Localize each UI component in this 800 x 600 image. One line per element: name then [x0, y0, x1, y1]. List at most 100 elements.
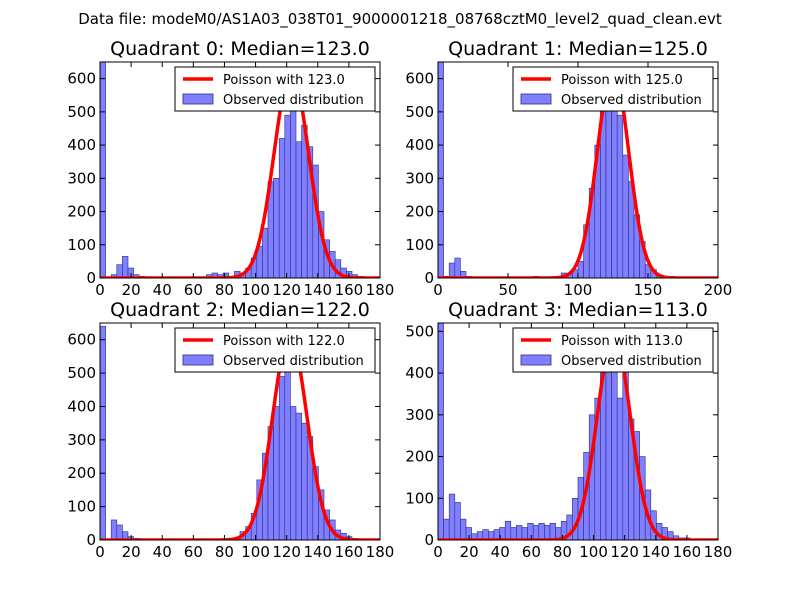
y-tick-label: 400 [67, 136, 96, 154]
legend-label-observed: Observed distribution [223, 93, 364, 108]
axes-frame [437, 322, 719, 541]
histogram-bar [516, 525, 523, 540]
y-tick-label: 0 [424, 531, 434, 549]
x-tick-label: 20 [460, 543, 479, 561]
legend-label-observed: Observed distribution [561, 93, 702, 108]
y-tick-label: 500 [67, 103, 96, 121]
x-tick-label: 120 [610, 543, 639, 561]
x-tick-label: 80 [553, 543, 572, 561]
histogram-bar [110, 519, 118, 540]
histogram-bar [273, 406, 280, 540]
histogram-bar [122, 531, 129, 540]
histogram-bar [577, 261, 584, 278]
legend-label-poisson: Poisson with 125.0 [561, 73, 683, 88]
histogram-bar [448, 493, 456, 540]
histogram-bar [510, 527, 517, 540]
histogram-bar [454, 502, 461, 540]
chart-panel-1: 0 50 100 150 200 0 100 200 300 400 500 600 Quadrant … [405, 38, 732, 299]
x-tick-label: 60 [184, 281, 203, 299]
x-tick-label: 160 [335, 543, 364, 561]
histogram-bar [438, 62, 444, 278]
x-tick-label: 200 [704, 281, 733, 299]
x-tick-label: 0 [433, 543, 443, 561]
legend-label-observed: Observed distribution [561, 354, 702, 369]
x-tick-label: 140 [303, 543, 332, 561]
x-tick-label: 140 [303, 281, 332, 299]
y-tick-label: 200 [67, 464, 96, 482]
legend-label-poisson: Poisson with 122.0 [223, 334, 345, 349]
histogram-bar [301, 422, 308, 540]
histogram-bar [460, 271, 467, 278]
x-tick-label: 180 [366, 281, 395, 299]
histogram-bar [611, 356, 618, 540]
x-tick-label: 0 [95, 281, 105, 299]
y-tick-label: 200 [67, 203, 96, 221]
x-tick-label: 40 [491, 543, 510, 561]
legend-bar-swatch [520, 93, 552, 105]
histogram-bar [544, 525, 551, 540]
plot-area [100, 326, 380, 540]
legend: Poisson with 123.0 Observed distribution [174, 66, 376, 112]
histogram-bar [284, 349, 291, 540]
y-tick-label: 600 [67, 70, 96, 88]
x-tick-label: 40 [153, 281, 172, 299]
y-tick-label: 500 [405, 103, 434, 121]
y-tick-label: 0 [86, 269, 96, 287]
histogram-bar [116, 264, 123, 278]
plot-area [100, 62, 380, 278]
histogram-bar [616, 397, 624, 540]
histogram-bar [116, 524, 123, 540]
y-tick-label: 0 [424, 269, 434, 287]
chart-title: Quadrant 3: Median=113.0 [448, 299, 708, 321]
histogram-bar [454, 257, 461, 278]
poisson-curve [100, 70, 380, 278]
x-tick-label: 60 [184, 543, 203, 561]
histogram-bar [290, 84, 297, 278]
legend-bar-swatch [182, 93, 214, 105]
histogram-bar [460, 518, 467, 540]
histogram-bar [532, 525, 540, 540]
y-tick-label: 400 [67, 397, 96, 415]
x-tick-label: 160 [335, 281, 364, 299]
x-tick-label: 160 [673, 543, 702, 561]
axes-frame [99, 322, 381, 541]
y-tick-label: 100 [67, 236, 96, 254]
y-tick-label: 0 [86, 531, 96, 549]
chart-title: Quadrant 1: Median=125.0 [448, 38, 708, 60]
legend: Poisson with 113.0 Observed distribution [512, 327, 714, 373]
x-tick-label: 120 [272, 543, 301, 561]
histogram-bar [290, 406, 297, 540]
histogram-bar [295, 412, 302, 540]
x-tick-label: 80 [215, 543, 234, 561]
histogram-bar [622, 154, 629, 278]
chart-title: Quadrant 0: Median=123.0 [110, 38, 370, 60]
y-tick-label: 100 [67, 498, 96, 516]
y-tick-label: 500 [405, 322, 434, 340]
x-tick-label: 150 [634, 281, 663, 299]
y-tick-label: 300 [67, 169, 96, 187]
x-tick-label: 20 [122, 543, 141, 561]
y-tick-label: 200 [405, 203, 434, 221]
x-tick-label: 50 [498, 281, 517, 299]
histogram-bar [448, 262, 456, 278]
histogram-bar [616, 114, 624, 278]
histogram-bar [273, 178, 280, 278]
chart-panel-0: 0 20 40 60 80 100 120 140 160 1800100200300400500… [67, 38, 394, 299]
y-tick-label: 500 [67, 364, 96, 382]
histogram-bar [278, 376, 286, 540]
histogram-bar [438, 323, 444, 540]
histogram-bar [100, 326, 106, 540]
poisson-curve [100, 334, 380, 540]
y-tick-label: 600 [405, 70, 434, 88]
histogram-bar [549, 523, 556, 540]
y-tick-label: 200 [405, 448, 434, 466]
legend-label-poisson: Poisson with 123.0 [223, 73, 345, 88]
axes-frame [99, 61, 381, 279]
y-tick-label: 300 [67, 431, 96, 449]
histogram-bar [262, 227, 269, 278]
x-tick-label: 100 [241, 543, 270, 561]
y-tick-label: 400 [405, 136, 434, 154]
suptitle: Data file: modeM0/AS1A03_038T01_90000012… [78, 10, 722, 29]
histogram-bar [504, 520, 512, 540]
